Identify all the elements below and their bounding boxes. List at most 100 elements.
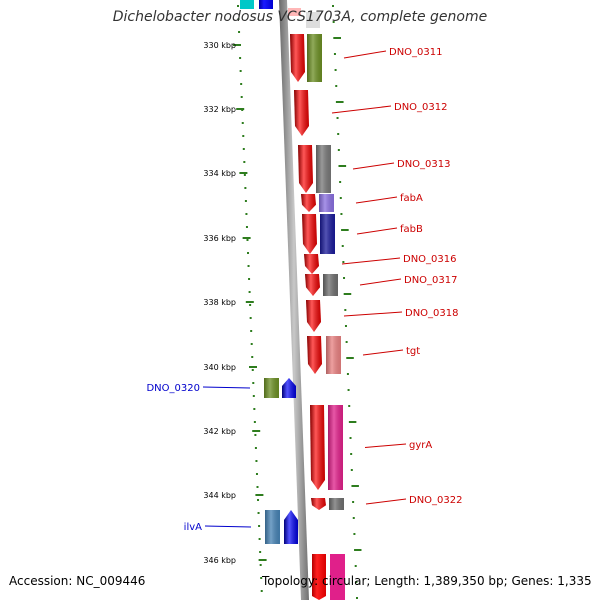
- scale-dots-outer: [341, 245, 344, 247]
- gene-function-box-shade: [316, 145, 331, 193]
- scale-dots-outer: [337, 149, 340, 151]
- scale-dots-outer: [349, 437, 352, 439]
- gene-arrow-shade: [301, 194, 316, 212]
- scale-dots-inner: [241, 122, 244, 124]
- scale-dots-inner: [238, 44, 241, 46]
- tick-label: 344 kbp: [203, 491, 236, 500]
- gene-leader-line: [362, 349, 404, 356]
- gene-arrow-shade: [311, 498, 326, 510]
- gene-leader-line: [343, 50, 387, 59]
- gene-arrow-shade: [282, 378, 296, 398]
- scale-dots-inner: [258, 538, 261, 540]
- scale-dots-inner: [245, 226, 248, 228]
- gene-function-box-shade: [320, 214, 335, 254]
- scale-dots-inner: [248, 291, 251, 293]
- scale-dots-outer: [344, 325, 347, 327]
- scale-dots-inner: [248, 278, 251, 280]
- partial-feature: [312, 554, 326, 600]
- scale-dots-inner: [252, 382, 255, 384]
- tick-label: 338 kbp: [203, 298, 236, 307]
- scale-dots-inner: [253, 408, 256, 410]
- scale-dots-inner: [249, 304, 252, 306]
- gene-label: ilvA: [184, 522, 202, 533]
- topology-text: Topology: circular; Length: 1,389,350 bp…: [262, 574, 592, 588]
- scale-dots-outer: [333, 53, 336, 55]
- scale-dots-inner: [240, 96, 243, 98]
- gene-label: fabB: [400, 224, 423, 235]
- gene-function-box-shade: [264, 378, 279, 398]
- scale-dots-outer: [347, 389, 350, 391]
- scale-dots-outer: [339, 181, 342, 183]
- partial-feature: [288, 8, 301, 16]
- scale-dots-inner: [245, 213, 248, 215]
- gene-function-box-shade: [329, 498, 344, 510]
- scale-dots-inner: [259, 551, 262, 553]
- gene-leader-line: [341, 257, 401, 265]
- scale-dots-outer: [332, 5, 334, 7]
- scale-dots-outer: [353, 533, 356, 535]
- scale-dots-outer: [345, 341, 348, 343]
- scale-dots-outer: [337, 133, 340, 135]
- tick-label: 334 kbp: [203, 169, 236, 178]
- partial-feature: [240, 0, 254, 9]
- gene-arrow-shade: [310, 405, 325, 490]
- scale-dots-outer: [352, 501, 355, 503]
- scale-dots-inner: [254, 434, 257, 436]
- gene-arrow-shade: [298, 145, 313, 193]
- scale-dots-outer: [343, 277, 346, 279]
- gene-arrow-shade: [284, 510, 298, 544]
- gene-label: DNO_0317: [404, 275, 458, 286]
- scale-dots-inner: [237, 5, 239, 7]
- scale-dots-outer: [340, 213, 343, 215]
- scale-dots-outer: [335, 85, 338, 87]
- scale-dots-outer: [332, 21, 335, 23]
- scale-dots-inner: [254, 447, 257, 449]
- scale-dots-inner: [252, 395, 255, 397]
- scale-dots-outer: [350, 453, 353, 455]
- gene-function-box-shade: [319, 194, 334, 212]
- genome-backbone: [279, 0, 309, 600]
- accession-text: Accession: NC_009446: [9, 574, 146, 588]
- scale-dots-inner: [260, 590, 263, 592]
- scale-dots-outer: [354, 565, 357, 567]
- scale-dots-inner: [239, 57, 242, 59]
- gene-function-box-shade: [328, 405, 343, 490]
- gene-leader-line: [359, 278, 402, 286]
- scale-dots-inner: [256, 486, 259, 488]
- gene-leader-line: [364, 443, 407, 448]
- scale-dots-outer: [352, 517, 355, 519]
- scale-dots-inner: [255, 473, 258, 475]
- gene-label: DNO_0312: [394, 102, 448, 113]
- gene-leader-line: [343, 311, 403, 317]
- gene-arrow-shade: [305, 274, 320, 296]
- scale-dots-inner: [251, 369, 254, 371]
- scale-dots-inner: [238, 31, 241, 33]
- gene-arrow-shade: [307, 336, 322, 374]
- gene-leader-line: [331, 105, 392, 114]
- scale-dots-inner: [257, 499, 260, 501]
- scale-dots-inner: [250, 343, 253, 345]
- tick-label: 342 kbp: [203, 427, 236, 436]
- scale-dots-outer: [336, 117, 339, 119]
- gene-label: gyrA: [409, 440, 432, 451]
- gene-leader-line: [352, 162, 395, 170]
- gene-function-box-shade: [323, 274, 338, 296]
- scale-dots-outer: [339, 197, 342, 199]
- scale-dots-inner: [257, 512, 260, 514]
- gene-label: DNO_0318: [405, 308, 459, 319]
- scale-dots-inner: [246, 239, 249, 241]
- tick-label: 336 kbp: [203, 234, 236, 243]
- tick-label: 332 kbp: [203, 105, 236, 114]
- page-title: Dichelobacter nodosus VCS1703A, complete…: [112, 9, 488, 25]
- scale-dots-inner: [237, 18, 240, 20]
- tick-label: 346 kbp: [203, 556, 236, 565]
- gene-arrow-shade: [302, 214, 317, 254]
- gene-label: DNO_0313: [397, 159, 451, 170]
- scale-dots-inner: [247, 252, 250, 254]
- scale-dots-outer: [356, 597, 358, 599]
- scale-dots-inner: [259, 564, 262, 566]
- scale-dots-inner: [247, 265, 250, 267]
- scale-dots-inner: [241, 109, 244, 111]
